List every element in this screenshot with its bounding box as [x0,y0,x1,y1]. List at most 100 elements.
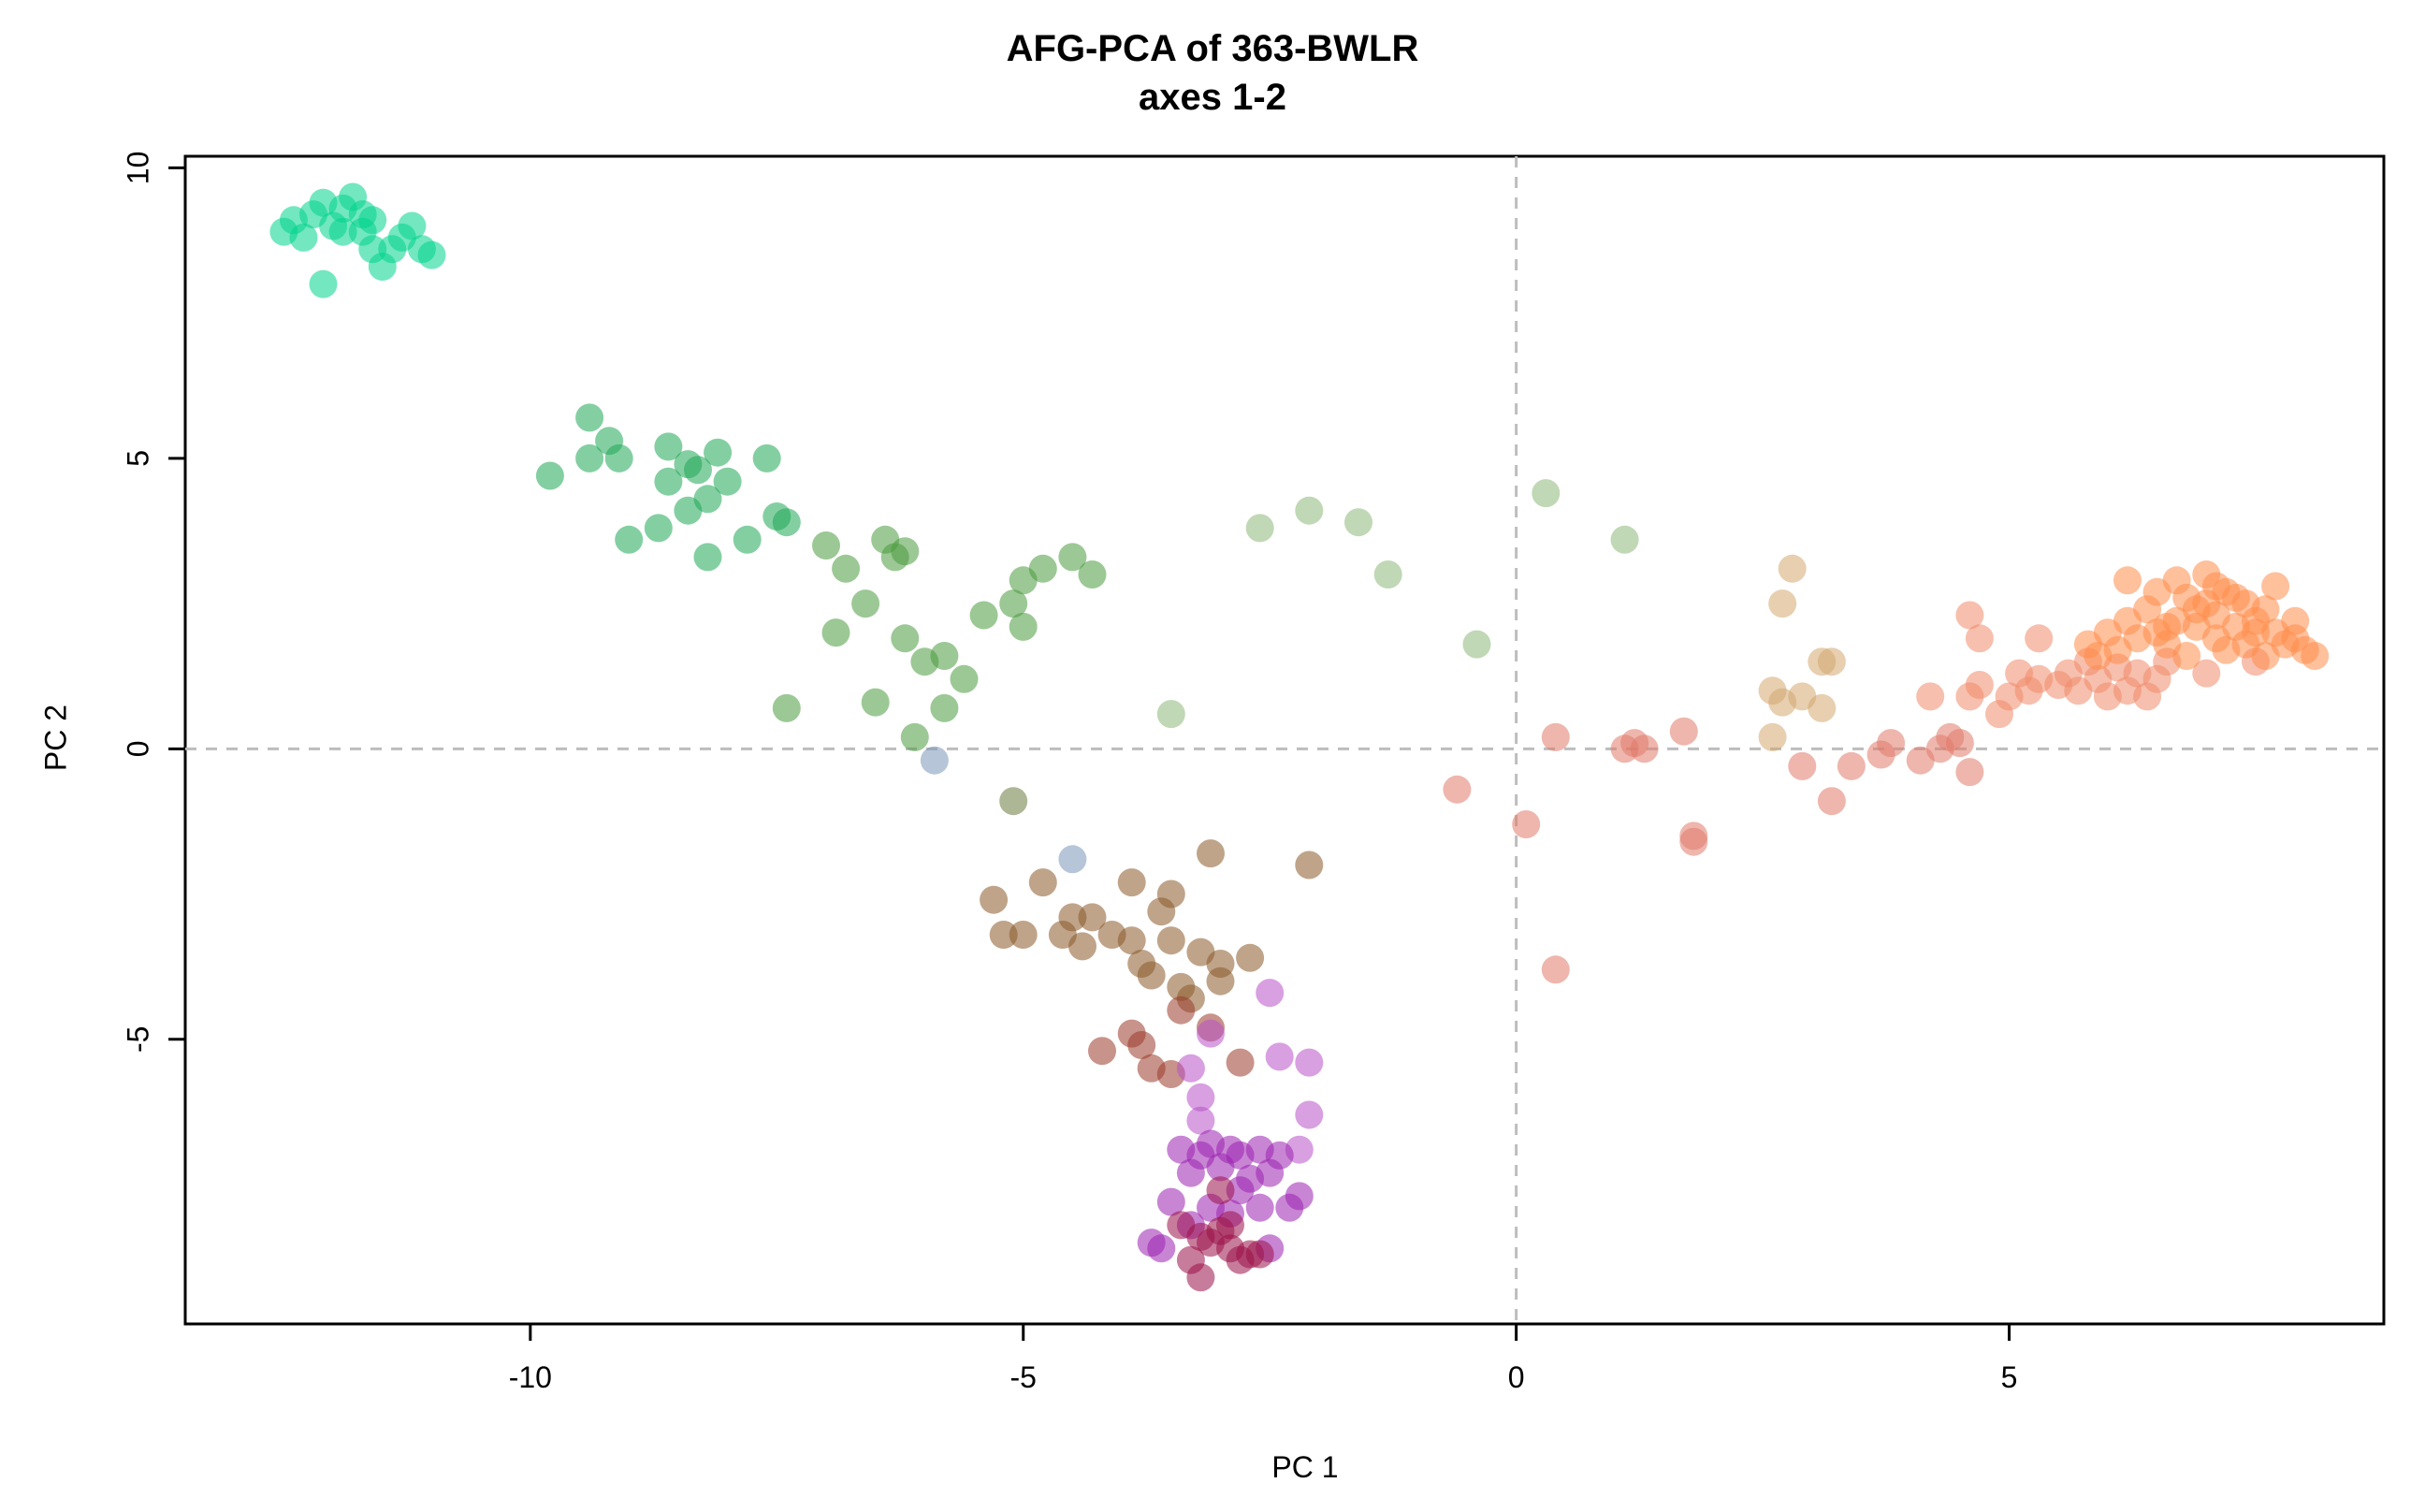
data-point [1028,868,1057,897]
data-point [1245,1193,1274,1222]
data-point [1216,1211,1244,1240]
data-point [1758,722,1787,751]
data-point [891,624,920,653]
data-point [1808,693,1837,722]
data-point [2242,606,2270,635]
x-axis-ticks: -10 -5 0 5 [509,1324,2018,1394]
data-point [1226,1176,1255,1205]
data-point [821,618,850,647]
data-point [693,543,722,572]
data-point [644,514,673,543]
data-point [930,693,959,722]
data-point [733,525,762,554]
data-point [920,746,949,775]
data-point [2201,572,2230,601]
data-point [1167,996,1196,1025]
data-point [1512,810,1541,838]
data-point [1373,560,1402,589]
data-point [772,508,801,537]
data-point [693,485,722,514]
data-point [1965,671,1994,699]
data-point [1532,479,1561,508]
data-point [398,211,427,240]
data-point [417,240,446,269]
data-point [1541,955,1570,984]
data-point [2192,659,2221,688]
y-tick-label: 10 [121,152,154,185]
data-point [1817,647,1846,676]
data-point [1877,729,1906,758]
data-point [328,217,357,246]
data-point [1610,525,1639,554]
data-point [1058,903,1087,932]
data-point [358,206,387,235]
y-tick-label: 5 [121,450,154,467]
data-point [713,467,742,496]
x-axis-label: PC 1 [1271,1450,1339,1484]
data-point [1127,1031,1156,1059]
data-point [1955,601,1984,630]
x-tick-label: -10 [509,1360,552,1394]
data-point [1009,921,1038,949]
data-point [772,693,801,722]
plot-frame [183,154,2386,1326]
data-point [832,554,861,583]
data-point [1669,717,1698,746]
data-point [999,589,1028,618]
data-point [950,664,979,693]
data-point [969,601,998,630]
data-point [615,525,644,554]
data-point [1679,821,1708,850]
data-point [861,688,890,717]
data-point [279,206,308,235]
data-point [1916,682,1945,711]
data-point [1088,1037,1116,1066]
data-point [999,787,1028,816]
data-point [812,531,840,560]
data-point [1817,787,1846,816]
data-point [1197,1019,1225,1048]
data-point [851,589,880,618]
data-point [2153,612,2182,641]
data-point [575,403,604,432]
data-point [1295,496,1324,525]
data-point [575,443,604,472]
data-point [980,885,1009,914]
data-point [1541,722,1570,751]
data-point [674,450,703,479]
data-point [1443,775,1472,804]
data-point [1226,1048,1255,1077]
reference-lines [185,156,2384,1324]
data-point [1462,630,1491,659]
data-point [752,443,781,472]
data-point [1236,943,1265,972]
y-axis-ticks: -5 0 5 10 [121,152,185,1053]
y-tick-label: -5 [121,1026,154,1053]
data-point [1068,932,1096,961]
data-point [654,467,683,496]
chart-subtitle: axes 1-2 [1139,77,1286,118]
x-tick-label: 5 [2001,1360,2018,1394]
data-point [1245,1240,1274,1269]
data-point [930,642,959,670]
data-point [1117,868,1146,897]
data-point [1265,1042,1294,1071]
data-point [2113,566,2142,595]
data-point [1147,1234,1176,1263]
data-point [1344,508,1372,537]
data-point [1009,612,1038,641]
data-point [1137,961,1166,990]
data-point [1768,589,1797,618]
data-point [1186,1222,1215,1251]
data-point [1156,700,1185,729]
data-point [654,432,683,461]
data-point [1630,734,1659,763]
data-point [2301,642,2330,670]
data-point [1788,751,1817,780]
data-point [1206,967,1235,996]
y-axis-label: PC 2 [38,704,73,772]
y-tick-label: 0 [121,740,154,757]
data-point [1285,1182,1314,1211]
